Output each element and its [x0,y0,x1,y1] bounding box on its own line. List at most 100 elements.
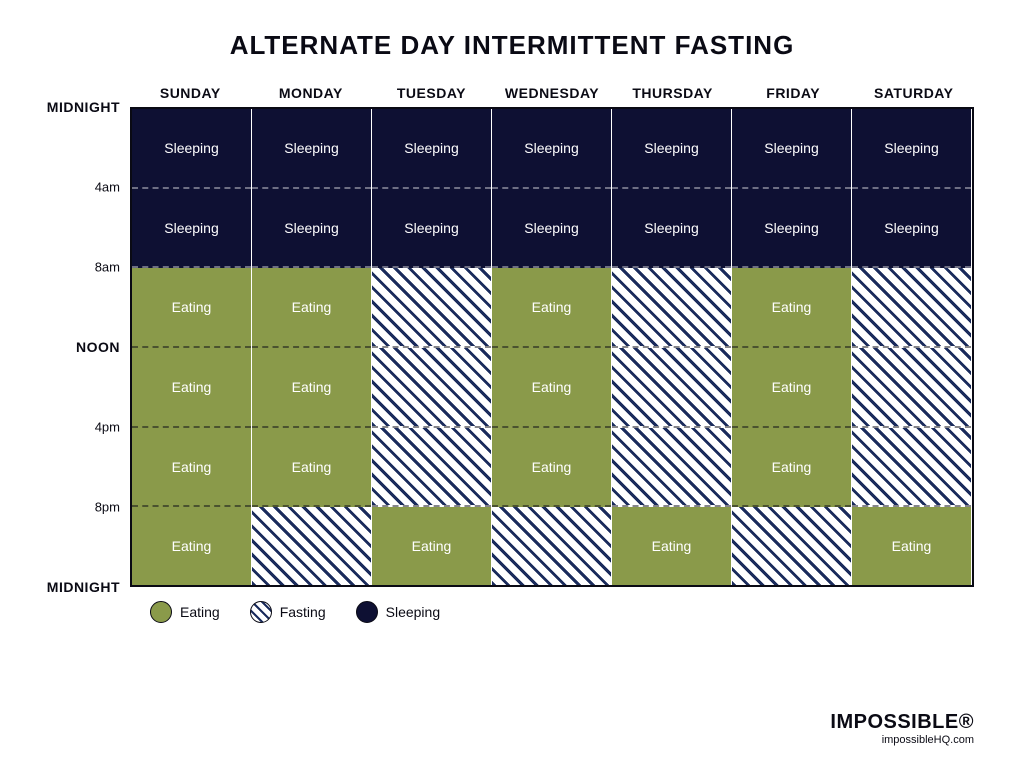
schedule-cell-sleeping: Sleeping [732,189,851,269]
day-header: THURSDAY [612,85,733,107]
cell-label: Eating [532,459,572,475]
schedule-cell-eating: Eating [132,268,251,348]
schedule-cell-fasting [732,507,851,585]
day-column: Sleeping Sleeping Eating [372,109,492,585]
schedule-cell-fasting [372,428,491,508]
chart-wrapper: SUNDAYMONDAYTUESDAYWEDNESDAYTHURSDAYFRID… [50,85,974,587]
schedule-cell-fasting [852,268,971,348]
legend-item-sleeping: Sleeping [356,601,441,623]
time-label: 4am [95,179,120,194]
cell-label: Eating [172,299,212,315]
schedule-cell-sleeping: Sleeping [492,189,611,269]
cell-label: Eating [532,299,572,315]
legend-item-eating: Eating [150,601,220,623]
schedule-cell-eating: Eating [252,428,371,508]
day-column: Sleeping Sleeping Eating Eating Eating [732,109,852,585]
cell-label: Eating [172,459,212,475]
schedule-cell-eating: Eating [252,268,371,348]
cell-label: Sleeping [404,140,459,156]
schedule-cell-eating: Eating [492,428,611,508]
cell-label: Sleeping [524,220,579,236]
day-header: MONDAY [251,85,372,107]
cell-label: Sleeping [884,140,939,156]
cell-label: Eating [772,379,812,395]
schedule-cell-fasting [612,268,731,348]
time-label: 8am [95,259,120,274]
brand-subtext: impossibleHQ.com [830,734,974,746]
cell-label: Eating [292,379,332,395]
cell-label: Sleeping [164,220,219,236]
schedule-cell-eating: Eating [132,507,251,585]
cell-label: Eating [652,538,692,554]
legend-label: Eating [180,604,220,620]
cell-label: Eating [772,299,812,315]
schedule-grid: Sleeping Sleeping Eating Eating Eating Eating… [130,107,974,587]
cell-label: Eating [292,299,332,315]
cell-label: Sleeping [284,220,339,236]
cell-label: Sleeping [764,140,819,156]
schedule-cell-sleeping: Sleeping [372,109,491,189]
schedule-cell-fasting [612,428,731,508]
schedule-cell-sleeping: Sleeping [252,109,371,189]
legend: Eating Fasting Sleeping [150,601,974,623]
time-label: 8pm [95,500,120,515]
day-header: TUESDAY [371,85,492,107]
cell-label: Eating [412,538,452,554]
schedule-cell-fasting [612,348,731,428]
legend-swatch-fasting [250,601,272,623]
cell-label: Sleeping [284,140,339,156]
legend-label: Sleeping [386,604,441,620]
schedule-cell-eating: Eating [612,507,731,585]
cell-label: Eating [172,538,212,554]
schedule-cell-fasting [372,348,491,428]
schedule-cell-fasting [852,348,971,428]
schedule-cell-eating: Eating [372,507,491,585]
schedule-cell-eating: Eating [492,268,611,348]
schedule-cell-eating: Eating [852,507,971,585]
grid-area: MIDNIGHT4am8amNOON4pm8pmMIDNIGHT Sleepin… [50,107,974,587]
cell-label: Sleeping [644,220,699,236]
day-column: SleepingSleepingEatingEatingEating [492,109,612,585]
time-axis: MIDNIGHT4am8amNOON4pm8pmMIDNIGHT [50,107,130,587]
legend-swatch-sleeping [356,601,378,623]
schedule-cell-sleeping: Sleeping [132,189,251,269]
cell-label: Sleeping [164,140,219,156]
cell-label: Sleeping [404,220,459,236]
schedule-cell-eating: Eating [132,348,251,428]
schedule-cell-sleeping: Sleeping [492,109,611,189]
schedule-cell-sleeping: Sleeping [852,109,971,189]
cell-label: Sleeping [764,220,819,236]
schedule-cell-sleeping: Sleeping [852,189,971,269]
legend-item-fasting: Fasting [250,601,326,623]
schedule-cell-eating: Eating [732,348,851,428]
cell-label: Eating [292,459,332,475]
schedule-cell-sleeping: Sleeping [612,189,731,269]
time-label: MIDNIGHT [47,99,120,115]
day-header: SUNDAY [130,85,251,107]
brand-name: IMPOSSIBLE® [830,711,974,734]
schedule-cell-eating: Eating [252,348,371,428]
schedule-cell-fasting [492,507,611,585]
brand-block: IMPOSSIBLE® impossibleHQ.com [830,711,974,746]
cell-label: Sleeping [644,140,699,156]
cell-label: Sleeping [884,220,939,236]
cell-label: Eating [892,538,932,554]
schedule-cell-sleeping: Sleeping [252,189,371,269]
day-header-row: SUNDAYMONDAYTUESDAYWEDNESDAYTHURSDAYFRID… [130,85,974,107]
schedule-cell-sleeping: Sleeping [132,109,251,189]
time-label: MIDNIGHT [47,579,120,595]
schedule-cell-fasting [252,507,371,585]
schedule-cell-sleeping: Sleeping [372,189,491,269]
cell-label: Eating [172,379,212,395]
day-column: Sleeping Sleeping Eating Eating Eating Eating [132,109,252,585]
day-header: WEDNESDAY [492,85,613,107]
cell-label: Eating [772,459,812,475]
schedule-cell-sleeping: Sleeping [612,109,731,189]
chart-title: ALTERNATE DAY INTERMITTENT FASTING [50,30,974,61]
schedule-cell-eating: Eating [732,268,851,348]
day-header: FRIDAY [733,85,854,107]
day-column: Sleeping Sleeping Eating [612,109,732,585]
day-column: Sleeping Sleeping Eating [852,109,972,585]
day-header: SATURDAY [853,85,974,107]
time-label: NOON [76,339,120,355]
